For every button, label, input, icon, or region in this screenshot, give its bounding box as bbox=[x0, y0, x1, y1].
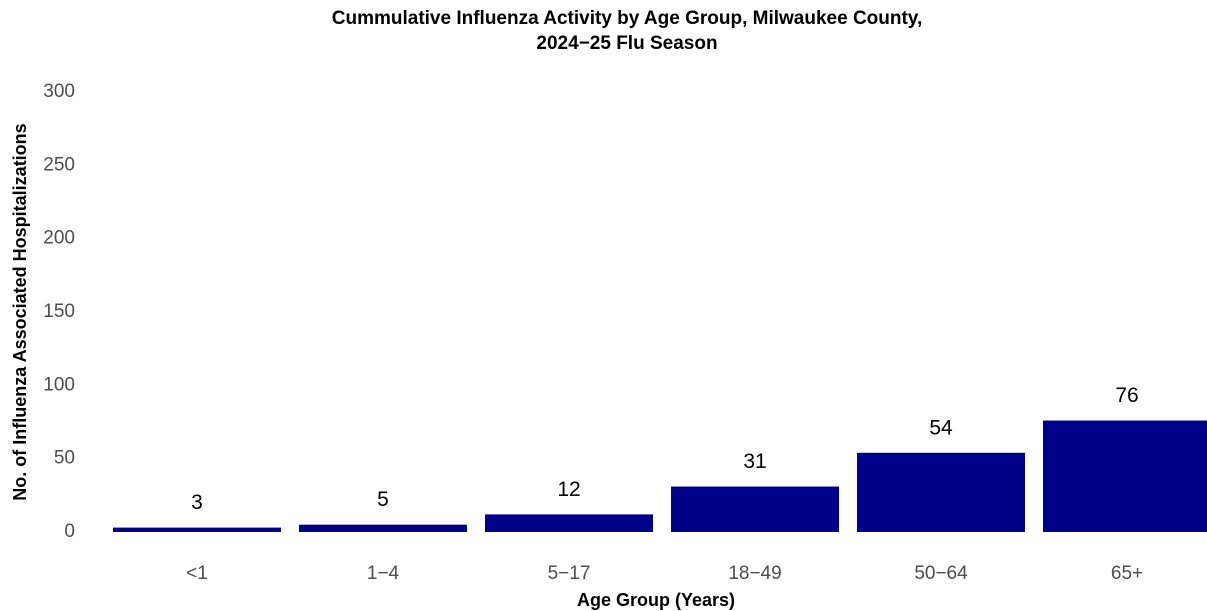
data-label: 76 bbox=[1115, 384, 1138, 407]
y-axis-label: No. of Influenza Associated Hospitalizat… bbox=[10, 123, 30, 500]
bar bbox=[1043, 420, 1207, 532]
y-tick-label: 150 bbox=[43, 301, 75, 322]
bar bbox=[485, 514, 653, 532]
bar bbox=[671, 486, 839, 532]
data-label: 5 bbox=[377, 488, 389, 511]
bar bbox=[857, 452, 1025, 532]
x-tick-label: 50−64 bbox=[914, 563, 968, 584]
x-tick-label: 5−17 bbox=[548, 563, 591, 584]
data-label: 31 bbox=[743, 450, 766, 473]
bar bbox=[113, 527, 281, 532]
bar bbox=[299, 524, 467, 532]
chart-title: 2024−25 Flu Season bbox=[536, 33, 717, 54]
x-tick-label: 18−49 bbox=[728, 563, 781, 584]
y-tick-label: 250 bbox=[43, 154, 75, 175]
data-label: 54 bbox=[929, 416, 953, 439]
y-tick-label: 0 bbox=[64, 521, 75, 542]
x-tick-label: 65+ bbox=[1111, 563, 1143, 584]
y-tick-label: 100 bbox=[43, 374, 75, 395]
x-tick-label: <1 bbox=[186, 563, 208, 584]
y-tick-label: 50 bbox=[54, 448, 75, 469]
y-tick-label: 300 bbox=[43, 81, 75, 102]
data-label: 12 bbox=[557, 478, 580, 501]
x-axis-label: Age Group (Years) bbox=[577, 590, 735, 610]
y-tick-label: 200 bbox=[43, 228, 75, 249]
x-tick-label: 1−4 bbox=[367, 563, 400, 584]
data-label: 3 bbox=[191, 491, 203, 514]
chart-title: Cummulative Influenza Activity by Age Gr… bbox=[332, 8, 923, 29]
